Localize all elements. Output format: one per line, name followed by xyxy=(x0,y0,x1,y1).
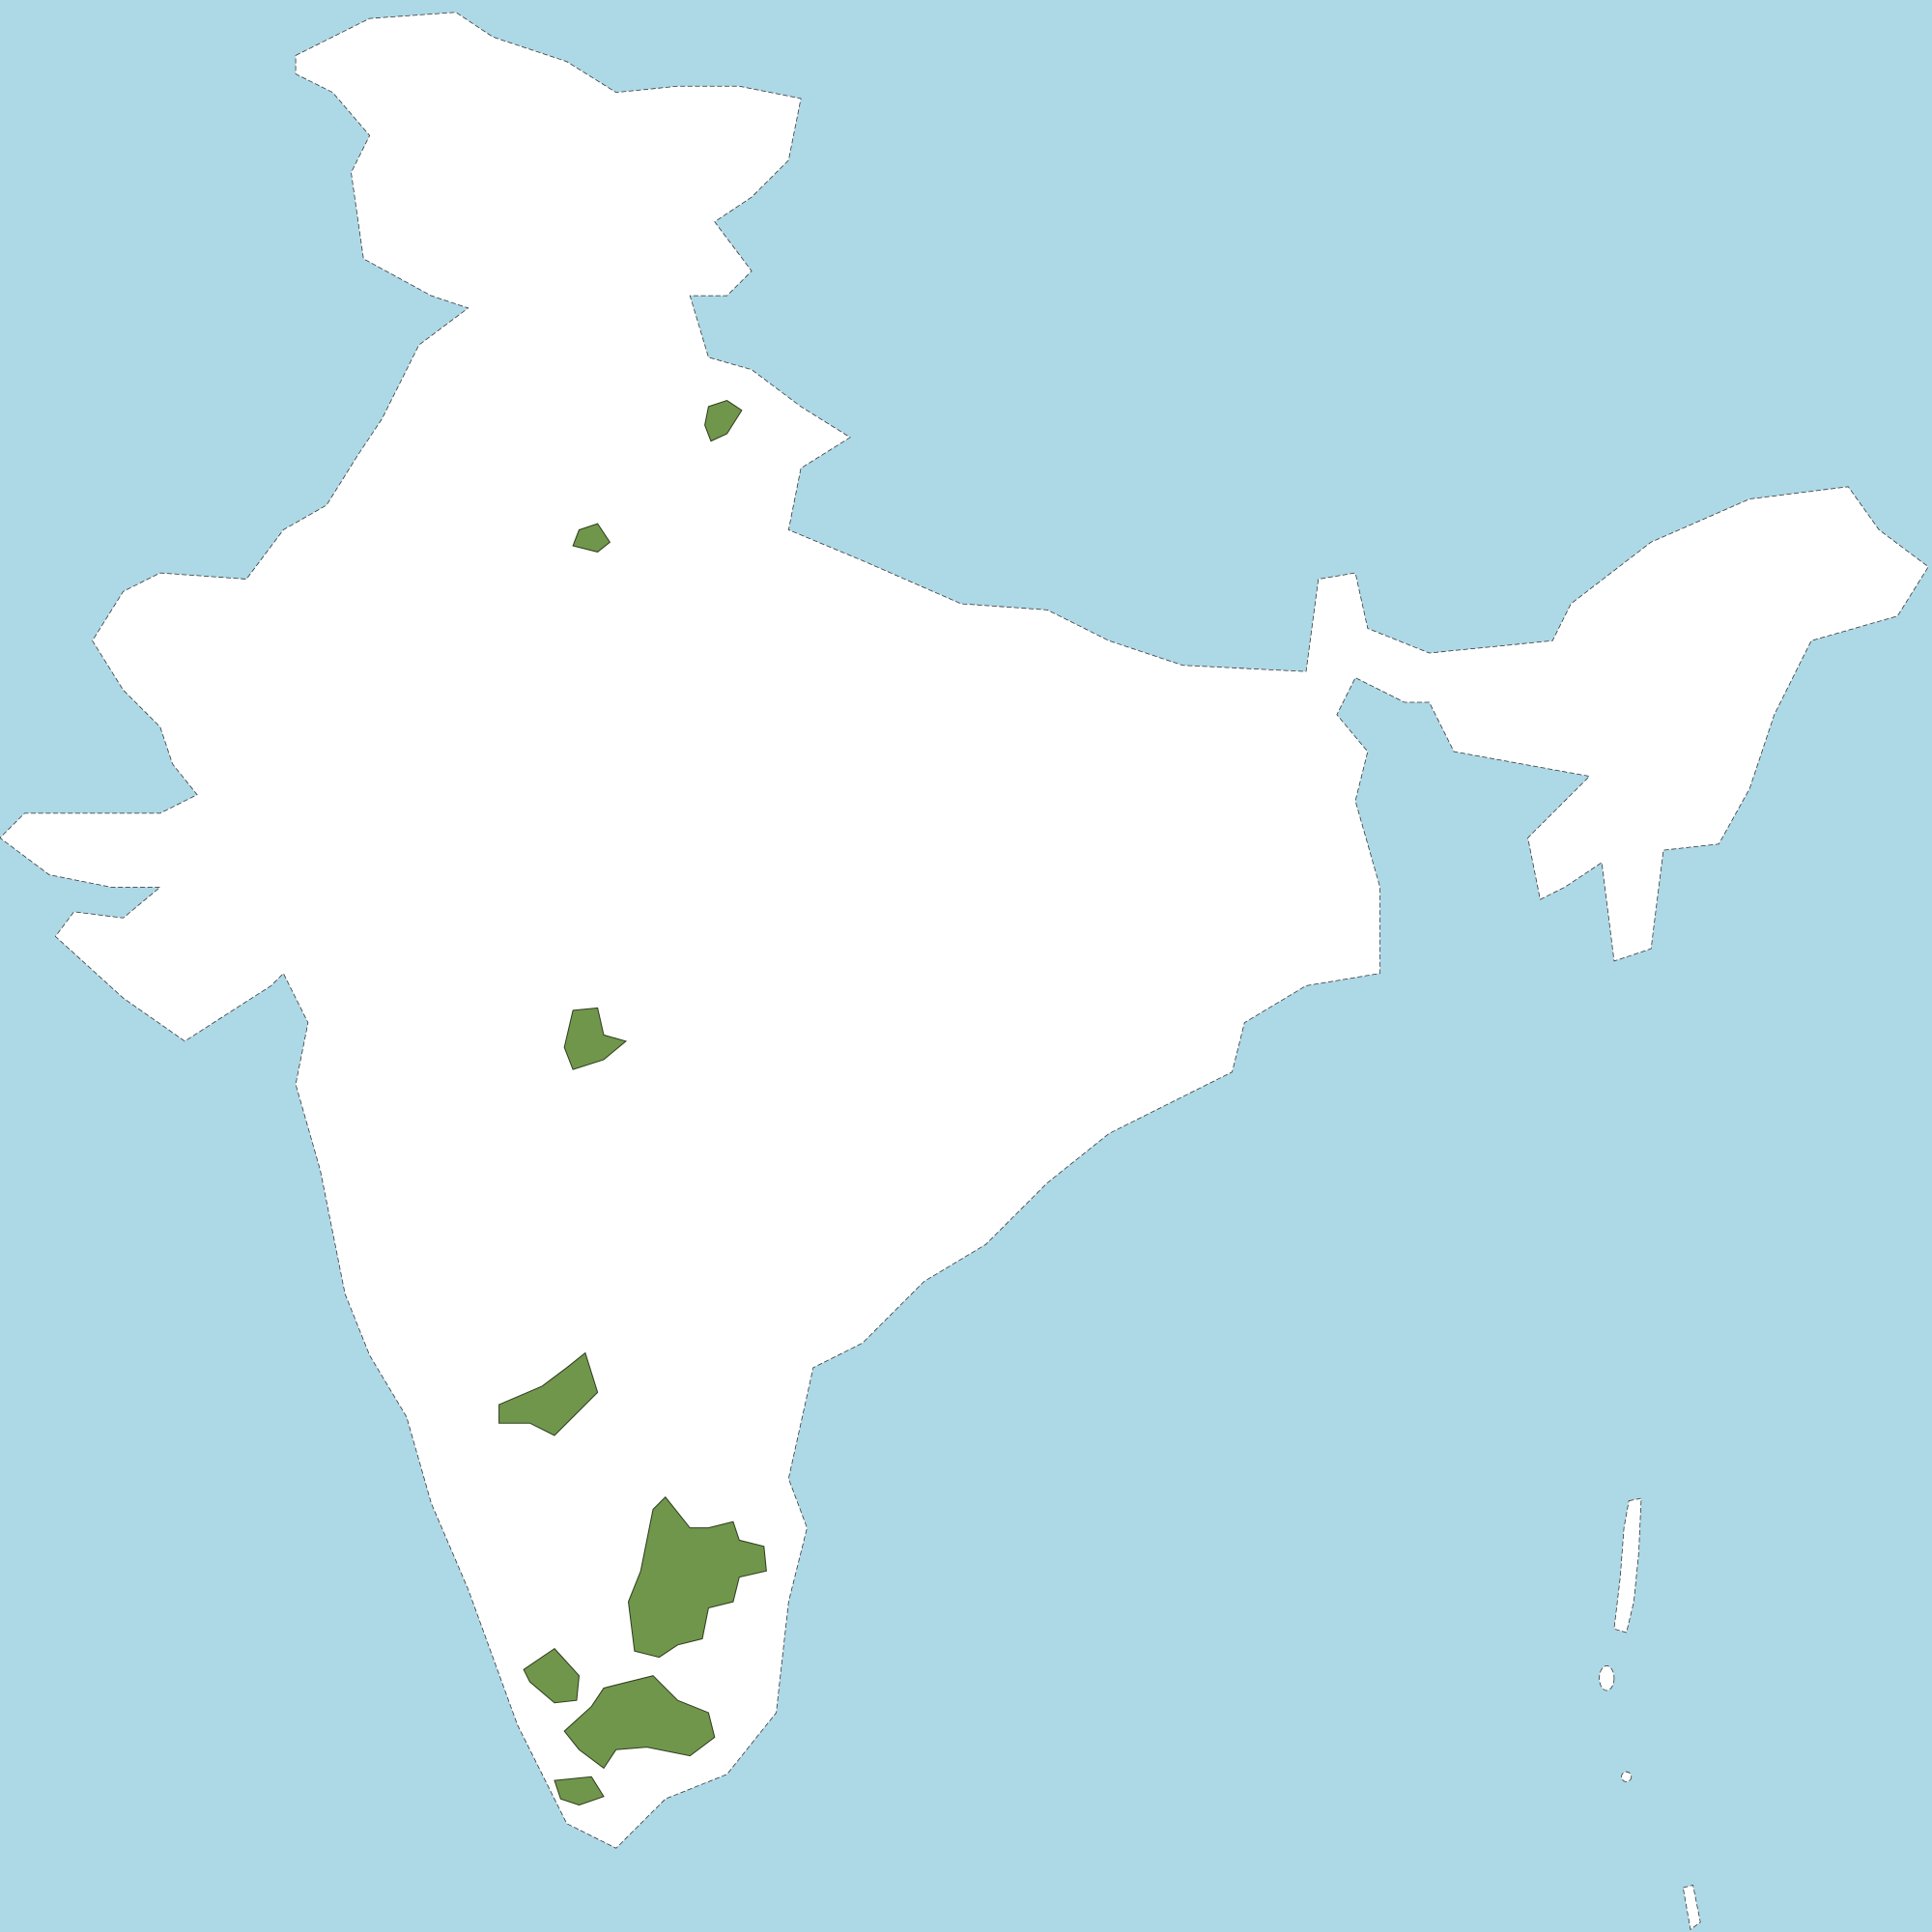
highlighted-district xyxy=(523,1647,581,1704)
india-mainland xyxy=(0,12,1929,1849)
island xyxy=(1621,1771,1633,1782)
highlighted-district xyxy=(627,1495,767,1659)
highlighted-district xyxy=(498,1351,599,1436)
island xyxy=(1599,1665,1615,1691)
highlighted-districts xyxy=(498,399,767,1806)
nicobar-island xyxy=(1682,1885,1701,1931)
andaman-islands xyxy=(1613,1497,1642,1634)
highlighted-district xyxy=(563,1675,716,1770)
highlighted-district xyxy=(572,523,611,553)
highlighted-district xyxy=(554,1776,605,1806)
highlighted-district xyxy=(563,1007,628,1070)
highlighted-district xyxy=(704,399,743,442)
